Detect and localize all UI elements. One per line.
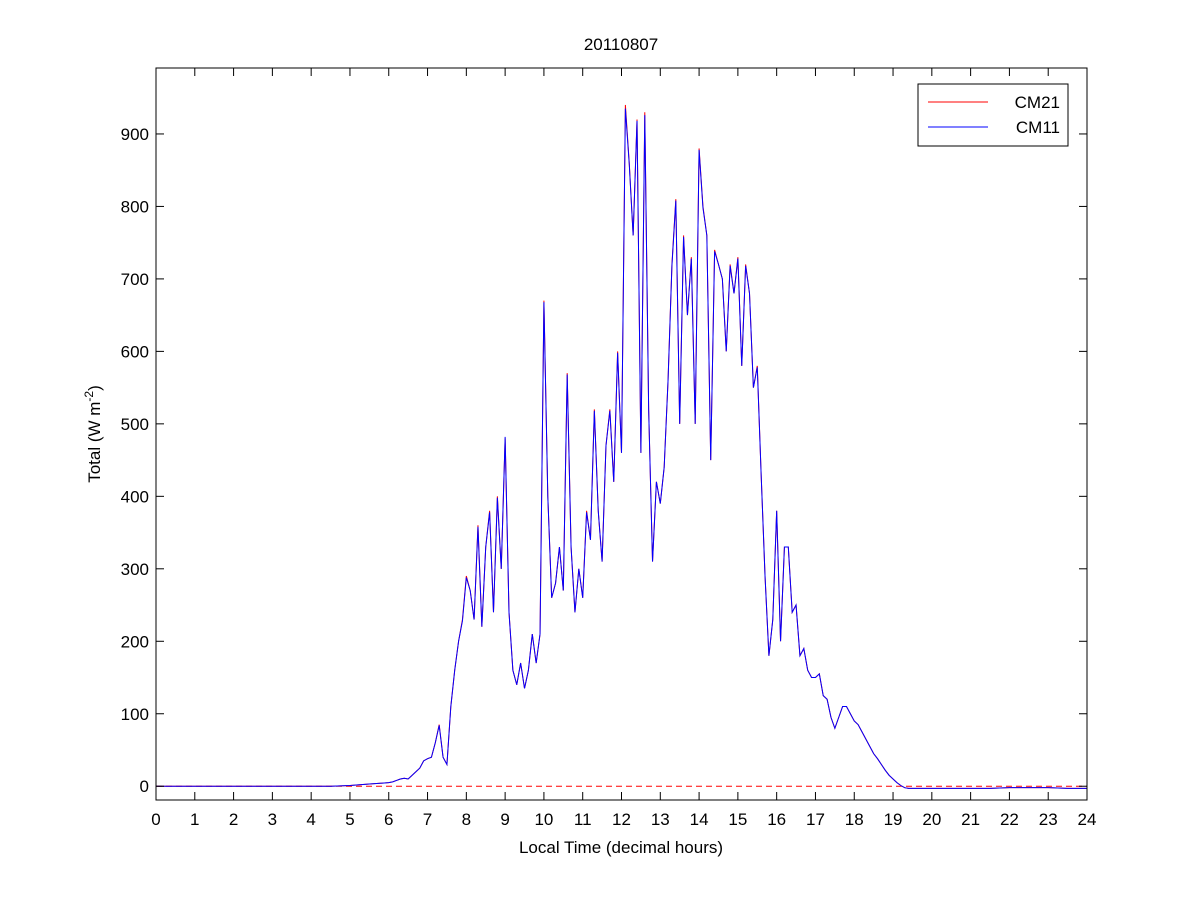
x-tick-label: 22 xyxy=(1000,810,1019,829)
x-tick-label: 20 xyxy=(922,810,941,829)
x-tick-label: 11 xyxy=(574,810,592,829)
y-tick-label: 200 xyxy=(121,632,149,651)
legend-label: CM11 xyxy=(1016,118,1060,137)
x-tick-label: 7 xyxy=(423,810,432,829)
x-tick-label: 24 xyxy=(1078,810,1097,829)
y-tick-label: 800 xyxy=(121,197,149,216)
y-tick-label: 700 xyxy=(121,270,149,289)
x-tick-label: 0 xyxy=(151,810,160,829)
legend-label: CM21 xyxy=(1015,93,1060,112)
x-tick-label: 4 xyxy=(306,810,315,829)
x-tick-label: 18 xyxy=(845,810,864,829)
x-tick-label: 14 xyxy=(690,810,709,829)
y-tick-label: 600 xyxy=(121,342,149,361)
legend: CM21 CM11 xyxy=(917,83,1069,147)
x-tick-label: 6 xyxy=(384,810,393,829)
x-tick-label: 16 xyxy=(767,810,786,829)
x-tick-label: 15 xyxy=(728,810,747,829)
legend-box xyxy=(917,83,1069,147)
y-axis-label: Total (W m-2) xyxy=(82,385,104,483)
x-axis-label: Local Time (decimal hours) xyxy=(519,838,723,857)
y-label-main: Total (W m xyxy=(85,402,104,483)
data-line xyxy=(156,108,1087,789)
y-tick-label: 500 xyxy=(121,415,149,434)
y-tick-label: 0 xyxy=(140,777,149,796)
y-tick-label: 100 xyxy=(121,705,149,724)
y-tick-label: 900 xyxy=(121,125,149,144)
y-tick-label: 400 xyxy=(121,487,149,506)
x-tick-label: 9 xyxy=(500,810,509,829)
x-tick-label: 1 xyxy=(190,810,199,829)
x-tick-label: 5 xyxy=(345,810,354,829)
x-tick-label: 23 xyxy=(1039,810,1058,829)
y-tick-label: 300 xyxy=(121,560,149,579)
x-tick-label: 3 xyxy=(268,810,277,829)
x-tick-label: 8 xyxy=(462,810,471,829)
x-tick-label: 10 xyxy=(534,810,553,829)
x-tick-label: 17 xyxy=(806,810,825,829)
x-tick-label: 13 xyxy=(651,810,670,829)
x-tick-label: 2 xyxy=(229,810,238,829)
x-tick-label: 21 xyxy=(961,810,980,829)
y-label-sup: -2 xyxy=(82,391,96,402)
x-tick-label: 12 xyxy=(612,810,631,829)
x-tick-label: 19 xyxy=(884,810,903,829)
y-label-end: ) xyxy=(85,385,104,391)
chart-title: 20110807 xyxy=(584,35,658,54)
